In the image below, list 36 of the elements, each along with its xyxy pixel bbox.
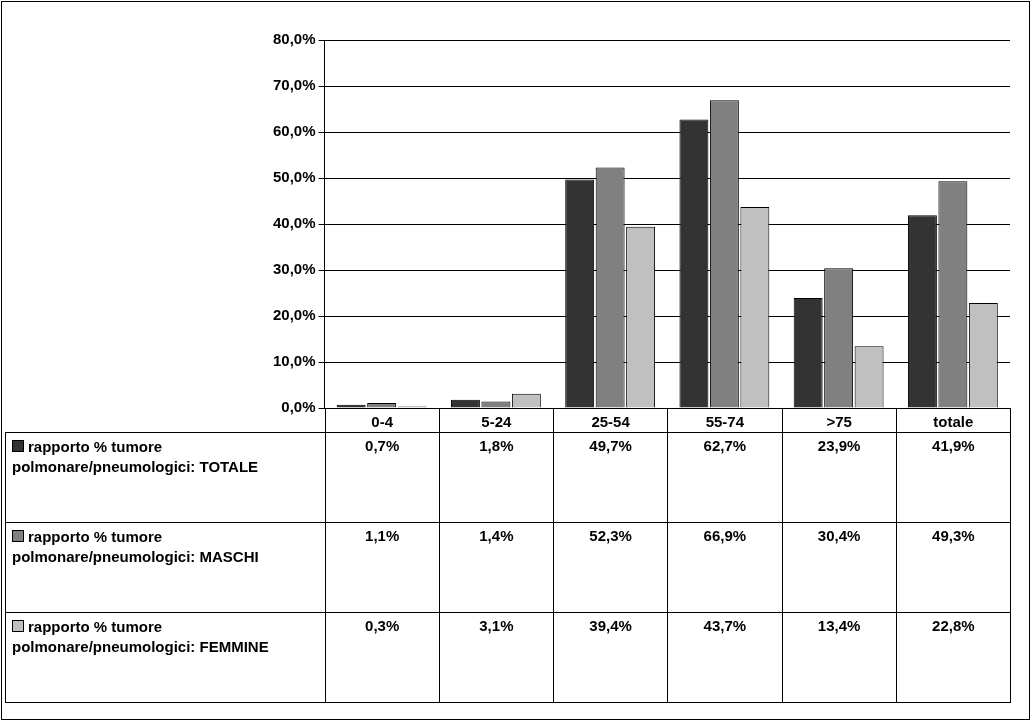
data-label: 1,1% bbox=[324, 522, 440, 613]
y-tick-label: 60,0% bbox=[272, 122, 316, 140]
x-tick-label: 5-24 bbox=[438, 408, 554, 433]
legend-label: rapporto % tumore polmonare/pneumologici: TOTALE bbox=[12, 438, 259, 475]
data-label: 1,8% bbox=[438, 432, 554, 523]
data-label: 30,4% bbox=[781, 522, 897, 613]
data-label: 1,4% bbox=[438, 522, 554, 613]
data-label: 23,9% bbox=[781, 432, 897, 523]
data-label: 66,9% bbox=[667, 522, 783, 613]
data-label: 39,4% bbox=[553, 612, 669, 703]
data-label: 0,7% bbox=[324, 432, 440, 523]
y-tick-label: 20,0% bbox=[272, 306, 316, 324]
y-tick-label: 30,0% bbox=[272, 260, 316, 278]
x-tick-label: 55-74 bbox=[667, 408, 783, 433]
legend-label: rapporto % tumore polmonare/pneumologici: MASCHI bbox=[12, 528, 259, 565]
data-label: 22,8% bbox=[895, 612, 1011, 703]
data-label: 13,4% bbox=[781, 612, 897, 703]
data-label: 52,3% bbox=[553, 522, 669, 613]
y-tick-label: 80,0% bbox=[272, 30, 316, 48]
data-label: 49,7% bbox=[553, 432, 669, 523]
data-label: 43,7% bbox=[667, 612, 783, 703]
data-label: 3,1% bbox=[438, 612, 554, 703]
y-tick-label: 50,0% bbox=[272, 168, 316, 186]
x-tick-label: >75 bbox=[781, 408, 897, 433]
x-tick-label: totale bbox=[895, 408, 1011, 433]
data-label: 49,3% bbox=[895, 522, 1011, 613]
x-tick-label: 0-4 bbox=[324, 408, 440, 433]
y-tick-label: 70,0% bbox=[272, 76, 316, 94]
y-tick-label: 10,0% bbox=[272, 352, 316, 370]
data-label: 41,9% bbox=[895, 432, 1011, 523]
x-tick-label: 25-54 bbox=[553, 408, 669, 433]
y-tick-label: 40,0% bbox=[272, 214, 316, 232]
data-label: 62,7% bbox=[667, 432, 783, 523]
y-tick-label: 0,0% bbox=[281, 398, 316, 416]
data-label: 0,3% bbox=[324, 612, 440, 703]
legend-label: rapporto % tumore polmonare/pneumologici: FEMMINE bbox=[12, 618, 269, 655]
